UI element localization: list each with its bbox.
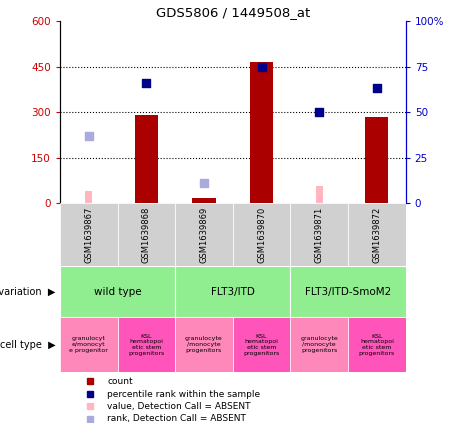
Bar xyxy=(60,317,118,372)
Text: percentile rank within the sample: percentile rank within the sample xyxy=(107,390,260,398)
Bar xyxy=(193,198,216,203)
Bar xyxy=(348,317,406,372)
Text: KSL
hematopoi
etic stem
progenitors: KSL hematopoi etic stem progenitors xyxy=(128,334,165,356)
Text: KSL
hematopoi
etic stem
progenitors: KSL hematopoi etic stem progenitors xyxy=(359,334,395,356)
Bar xyxy=(85,191,92,203)
Bar xyxy=(233,317,290,372)
Text: granulocyte
/monocyte
progenitors: granulocyte /monocyte progenitors xyxy=(185,336,223,353)
Bar xyxy=(118,317,175,372)
Text: GSM1639872: GSM1639872 xyxy=(372,207,381,263)
Bar xyxy=(290,266,406,317)
Text: FLT3/ITD: FLT3/ITD xyxy=(211,287,255,297)
Bar xyxy=(316,187,323,203)
Text: cell type  ▶: cell type ▶ xyxy=(0,340,55,350)
Bar xyxy=(175,203,233,266)
Bar xyxy=(60,266,175,317)
Point xyxy=(142,80,150,86)
Point xyxy=(85,132,92,139)
Text: GSM1639867: GSM1639867 xyxy=(84,206,93,263)
Bar xyxy=(60,203,118,266)
Bar xyxy=(348,203,406,266)
Bar xyxy=(233,203,290,266)
Title: GDS5806 / 1449508_at: GDS5806 / 1449508_at xyxy=(156,5,310,19)
Text: GSM1639869: GSM1639869 xyxy=(200,207,208,263)
Text: value, Detection Call = ABSENT: value, Detection Call = ABSENT xyxy=(107,402,251,411)
Bar xyxy=(135,115,158,203)
Bar xyxy=(250,62,273,203)
Bar xyxy=(290,317,348,372)
Point xyxy=(373,85,381,92)
Bar xyxy=(175,266,290,317)
Text: count: count xyxy=(107,377,133,386)
Point xyxy=(200,180,207,187)
Text: granulocyte
/monocyte
progenitors: granulocyte /monocyte progenitors xyxy=(301,336,338,353)
Text: GSM1639870: GSM1639870 xyxy=(257,207,266,263)
Bar xyxy=(290,203,348,266)
Text: FLT3/ITD-SmoM2: FLT3/ITD-SmoM2 xyxy=(305,287,391,297)
Point xyxy=(258,63,266,70)
Text: KSL
hematopoi
etic stem
progenitors: KSL hematopoi etic stem progenitors xyxy=(243,334,280,356)
Text: wild type: wild type xyxy=(94,287,142,297)
Bar xyxy=(118,203,175,266)
Bar xyxy=(175,317,233,372)
Text: granulocyt
e/monocyt
e progenitor: granulocyt e/monocyt e progenitor xyxy=(69,336,108,353)
Point xyxy=(315,109,323,115)
Text: rank, Detection Call = ABSENT: rank, Detection Call = ABSENT xyxy=(107,415,246,423)
Bar xyxy=(365,117,388,203)
Text: GSM1639868: GSM1639868 xyxy=(142,206,151,263)
Text: GSM1639871: GSM1639871 xyxy=(315,207,324,263)
Text: genotype/variation  ▶: genotype/variation ▶ xyxy=(0,287,55,297)
